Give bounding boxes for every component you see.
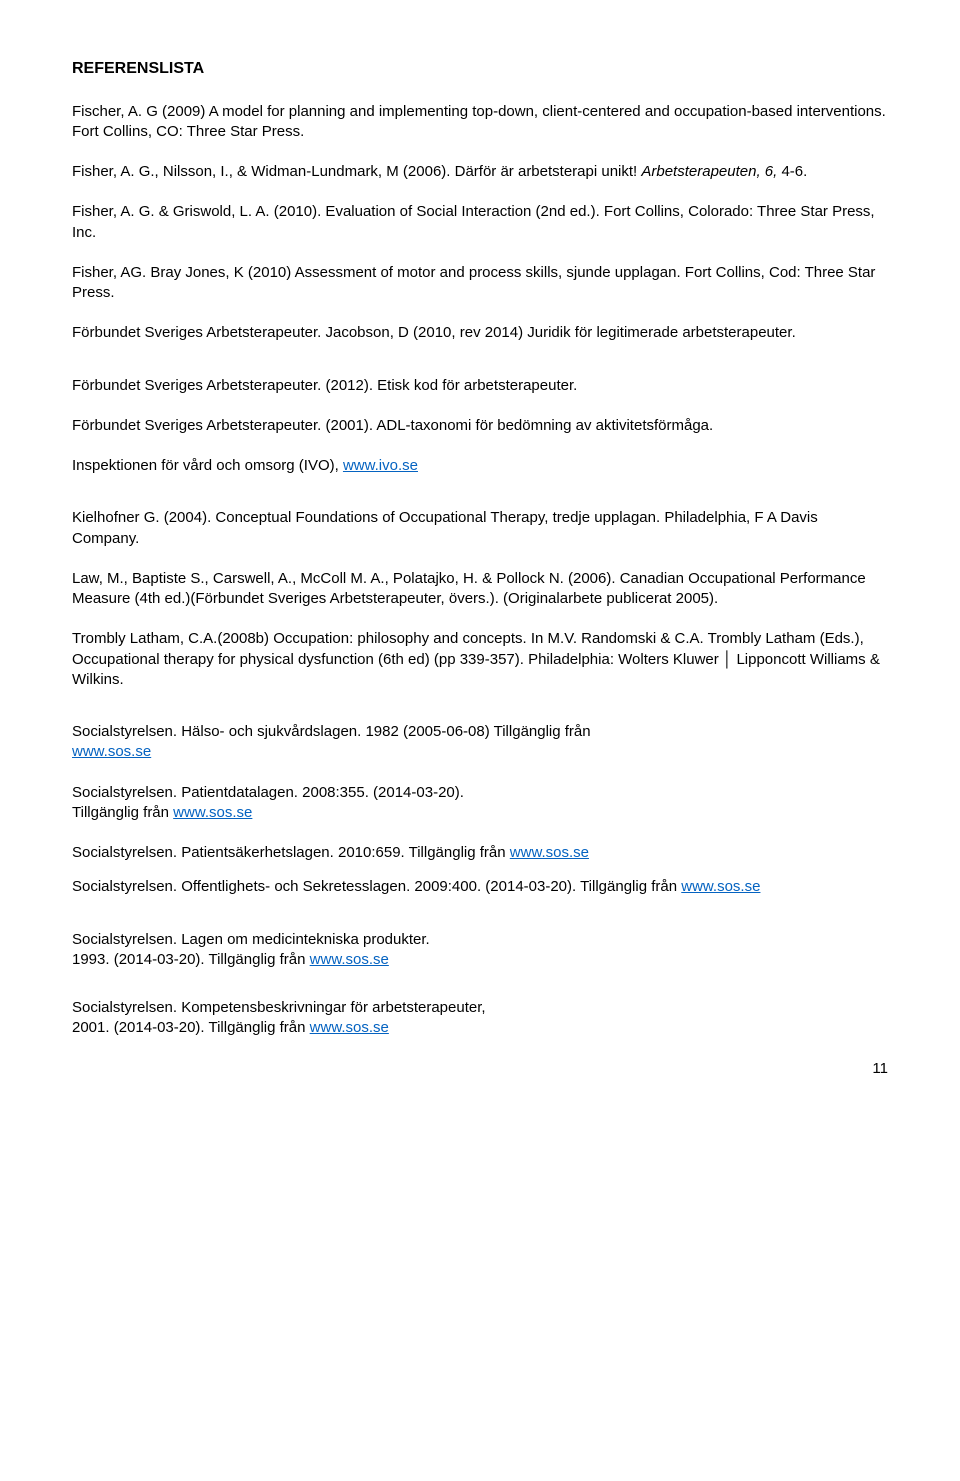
reference-entry: Law, M., Baptiste S., Carswell, A., McCo… — [72, 569, 888, 610]
ref-text: 1993. (2014-03-20). Tillgänglig från — [72, 951, 310, 968]
reference-entry: Kielhofner G. (2004). Conceptual Foundat… — [72, 508, 888, 549]
ref-text: Tillgänglig från — [72, 804, 173, 821]
ref-text: 2001. (2014-03-20). Tillgänglig från — [72, 1019, 310, 1036]
ref-text: Socialstyrelsen. Patientdatalagen. 2008:… — [72, 784, 464, 801]
reference-entry: Fisher, A. G. & Griswold, L. A. (2010). … — [72, 202, 888, 243]
ref-text: Socialstyrelsen. Hälso- och sjukvårdslag… — [72, 723, 591, 740]
ref-text: Socialstyrelsen. Kompetensbeskrivningar … — [72, 999, 486, 1016]
reference-entry: Fischer, A. G (2009) A model for plannin… — [72, 102, 888, 143]
ref-text: Fisher, A. G., Nilsson, I., & Widman-Lun… — [72, 163, 641, 180]
ref-italic: Arbetsterapeuten, 6, — [641, 163, 781, 180]
ref-text: 4-6. — [781, 163, 807, 180]
ref-link[interactable]: www.sos.se — [72, 743, 151, 760]
reference-entry: Trombly Latham, C.A.(2008b) Occupation: … — [72, 629, 888, 690]
reference-entry: Fisher, A. G., Nilsson, I., & Widman-Lun… — [72, 162, 888, 182]
reference-entry: Förbundet Sveriges Arbetsterapeuter. (20… — [72, 376, 888, 396]
reference-entry: Socialstyrelsen. Offentlighets- och Sekr… — [72, 877, 888, 897]
reference-entry: Socialstyrelsen. Patientsäkerhetslagen. … — [72, 843, 888, 863]
ref-link[interactable]: www.ivo.se — [343, 457, 418, 474]
ref-text: Socialstyrelsen. Lagen om medicinteknisk… — [72, 931, 430, 948]
ref-text: Socialstyrelsen. Patientsäkerhetslagen. … — [72, 844, 510, 861]
page-number: 11 — [72, 1059, 888, 1079]
reference-entry: Socialstyrelsen. Patientdatalagen. 2008:… — [72, 783, 888, 824]
reference-entry: Socialstyrelsen. Hälso- och sjukvårdslag… — [72, 722, 888, 763]
reference-entry: Fisher, AG. Bray Jones, K (2010) Assessm… — [72, 263, 888, 304]
ref-text: Socialstyrelsen. Offentlighets- och Sekr… — [72, 878, 681, 895]
ref-link[interactable]: www.sos.se — [173, 804, 252, 821]
ref-link[interactable]: www.sos.se — [681, 878, 760, 895]
page-title: REFERENSLISTA — [72, 58, 888, 80]
ref-link[interactable]: www.sos.se — [310, 1019, 389, 1036]
ref-link[interactable]: www.sos.se — [310, 951, 389, 968]
reference-entry: Socialstyrelsen. Lagen om medicinteknisk… — [72, 930, 888, 971]
reference-entry: Förbundet Sveriges Arbetsterapeuter. (20… — [72, 416, 888, 436]
ref-text: Inspektionen för vård och omsorg (IVO), — [72, 457, 343, 474]
reference-entry: Socialstyrelsen. Kompetensbeskrivningar … — [72, 998, 888, 1039]
ref-link[interactable]: www.sos.se — [510, 844, 589, 861]
reference-entry: Inspektionen för vård och omsorg (IVO), … — [72, 456, 888, 476]
reference-entry: Förbundet Sveriges Arbetsterapeuter. Jac… — [72, 323, 888, 343]
